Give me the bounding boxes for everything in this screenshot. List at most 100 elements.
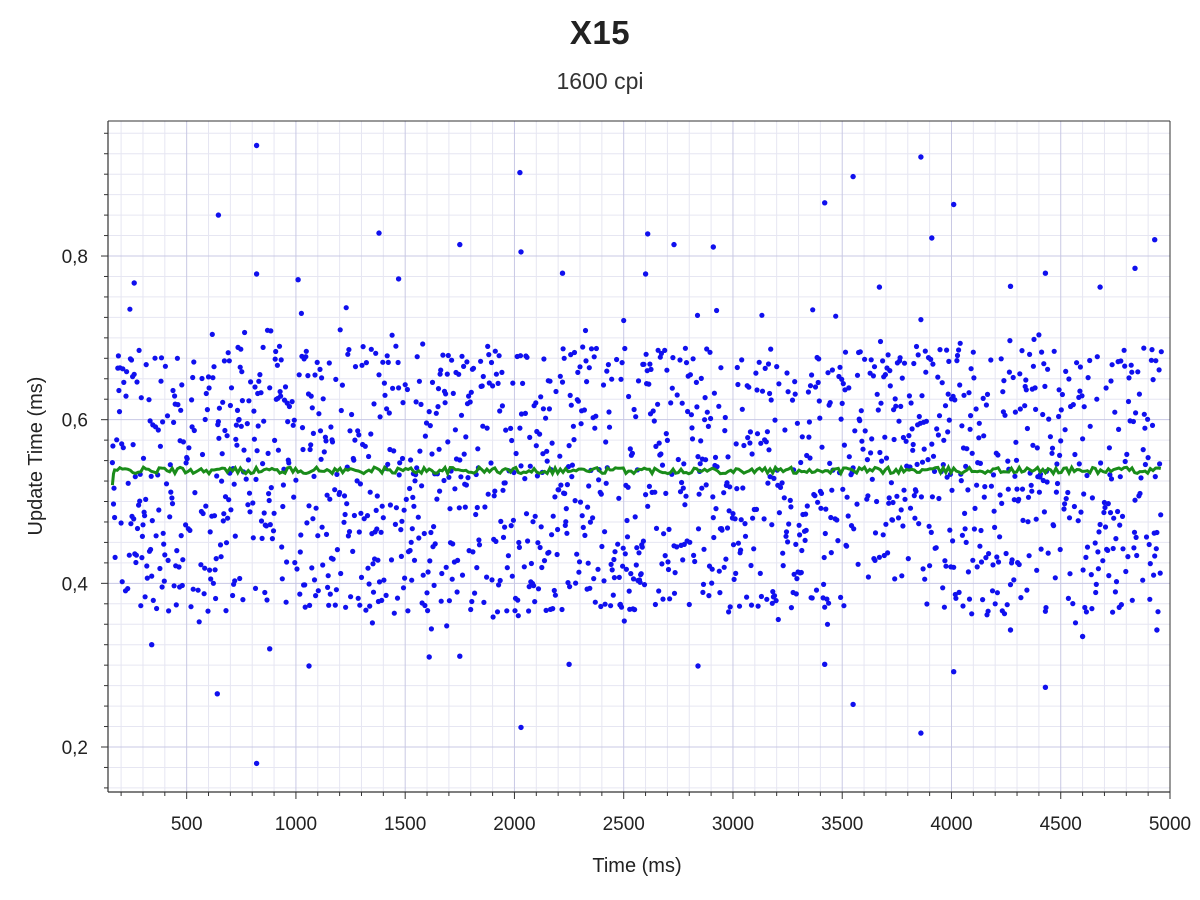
data-point — [1109, 362, 1115, 368]
data-point — [1041, 361, 1047, 367]
data-point — [140, 455, 147, 461]
data-point — [966, 390, 972, 396]
outlier-point — [918, 154, 924, 160]
data-point — [1100, 558, 1106, 564]
data-point — [163, 481, 170, 487]
data-point — [857, 418, 863, 424]
data-point — [775, 616, 781, 623]
data-point — [260, 461, 266, 467]
data-point — [724, 480, 730, 486]
data-point — [190, 374, 196, 381]
data-point — [216, 405, 222, 411]
data-point — [585, 560, 591, 566]
data-point — [658, 350, 665, 357]
data-point — [1025, 519, 1031, 525]
data-point — [764, 596, 770, 602]
data-point — [186, 445, 192, 451]
data-point — [388, 557, 395, 563]
data-point — [554, 551, 560, 558]
data-point — [571, 349, 578, 356]
data-point — [157, 565, 163, 572]
data-point — [1157, 461, 1163, 467]
data-point — [319, 375, 325, 381]
data-point — [463, 482, 469, 488]
data-point — [427, 423, 433, 429]
data-point — [697, 461, 703, 467]
data-point — [223, 540, 230, 546]
data-point — [267, 522, 273, 528]
data-point — [368, 346, 374, 352]
data-point — [1003, 550, 1009, 557]
data-point — [373, 350, 379, 356]
outlier-point — [131, 280, 137, 286]
data-point — [158, 378, 164, 384]
data-point — [677, 489, 684, 495]
data-point — [247, 509, 253, 515]
data-point — [1036, 332, 1042, 338]
data-point — [429, 379, 436, 385]
data-point — [967, 426, 973, 432]
data-point — [704, 346, 710, 352]
data-point — [551, 587, 557, 594]
data-point — [568, 402, 574, 408]
data-point — [1140, 447, 1146, 453]
data-point — [526, 584, 532, 590]
x-tick-label: 5000 — [1149, 814, 1191, 835]
data-point — [422, 602, 428, 609]
data-point — [691, 552, 697, 559]
data-point — [584, 379, 590, 385]
data-point — [639, 544, 645, 550]
data-point — [116, 409, 123, 415]
data-point — [897, 355, 903, 361]
data-point — [968, 413, 974, 419]
data-point — [1047, 434, 1053, 440]
data-point — [1032, 385, 1038, 391]
data-point — [1118, 602, 1124, 608]
data-point — [462, 504, 468, 510]
data-point — [786, 521, 792, 527]
data-point — [916, 521, 922, 527]
data-point — [685, 408, 691, 415]
data-point — [1113, 536, 1119, 542]
data-point — [886, 495, 892, 501]
data-point — [702, 417, 708, 423]
data-point — [641, 582, 648, 588]
data-point — [971, 375, 977, 381]
data-point — [131, 516, 137, 522]
data-point — [1056, 413, 1062, 420]
data-point — [184, 456, 190, 462]
data-point — [769, 522, 775, 528]
data-point — [708, 415, 714, 422]
data-point — [384, 353, 390, 359]
data-point — [134, 379, 140, 385]
data-point — [860, 446, 866, 452]
data-point — [467, 399, 473, 405]
data-point — [312, 372, 318, 378]
data-point — [683, 493, 689, 499]
data-point — [846, 385, 852, 391]
data-point — [220, 399, 226, 405]
data-point — [846, 454, 852, 460]
data-point — [796, 522, 802, 528]
data-point — [1153, 358, 1159, 364]
data-point — [457, 457, 463, 463]
data-point — [252, 585, 259, 592]
data-point — [854, 372, 861, 378]
data-point — [958, 478, 964, 484]
data-point — [485, 491, 491, 497]
x-tick-label: 3500 — [821, 814, 863, 835]
data-point — [121, 379, 127, 385]
data-point — [626, 588, 632, 594]
data-point — [313, 593, 319, 599]
data-point — [799, 434, 805, 440]
data-point — [1011, 577, 1017, 583]
data-point — [596, 477, 602, 483]
data-point — [780, 550, 786, 556]
data-point — [919, 459, 926, 465]
data-point — [769, 600, 775, 606]
data-point — [1136, 391, 1142, 397]
data-point — [484, 425, 490, 431]
data-point — [738, 517, 744, 523]
data-point — [838, 416, 844, 422]
data-point — [187, 527, 193, 534]
